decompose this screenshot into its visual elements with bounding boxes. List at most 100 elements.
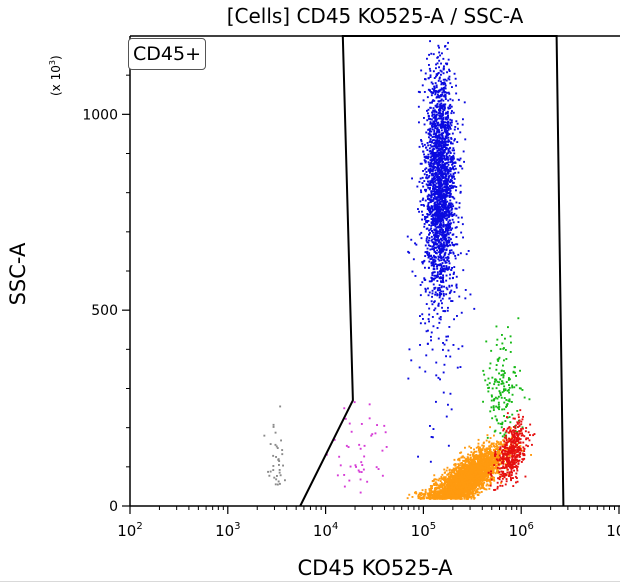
data-point — [445, 274, 448, 277]
data-point — [438, 143, 441, 146]
data-point — [438, 284, 441, 287]
data-point — [438, 289, 441, 292]
data-point — [439, 316, 442, 318]
data-point — [458, 464, 460, 467]
data-point — [455, 286, 458, 289]
data-point — [447, 176, 450, 179]
data-point — [431, 125, 434, 128]
data-point — [429, 69, 432, 72]
data-point — [487, 470, 490, 472]
data-point — [458, 471, 461, 474]
data-point — [425, 183, 428, 186]
data-point — [442, 189, 444, 192]
data-point — [424, 156, 427, 159]
data-point — [431, 136, 434, 138]
data-point — [459, 191, 462, 194]
data-point — [438, 46, 440, 49]
data-point — [434, 259, 437, 262]
data-point — [450, 211, 453, 214]
data-point — [504, 349, 507, 351]
data-point — [441, 302, 443, 305]
data-point — [452, 205, 455, 208]
data-point — [432, 99, 435, 102]
data-point — [442, 248, 445, 251]
data-point — [504, 388, 507, 391]
data-point — [435, 134, 437, 137]
data-point — [456, 158, 459, 161]
data-point — [432, 495, 435, 498]
data-point — [447, 221, 450, 223]
data-point — [434, 263, 437, 265]
data-point — [454, 482, 457, 485]
data-point — [440, 137, 443, 140]
data-point — [498, 356, 501, 359]
data-point — [437, 44, 440, 47]
data-point — [458, 202, 461, 205]
data-point — [436, 145, 438, 148]
data-point — [447, 244, 450, 247]
data-point — [452, 156, 455, 159]
data-point — [445, 206, 447, 209]
data-point — [438, 239, 441, 242]
data-point — [438, 208, 440, 211]
data-point — [448, 227, 451, 230]
data-point — [498, 372, 500, 375]
data-point — [445, 137, 448, 140]
data-point — [446, 48, 449, 50]
data-point — [443, 471, 446, 474]
data-point — [443, 270, 446, 273]
data-point — [440, 264, 443, 266]
data-point — [488, 464, 491, 467]
data-point — [444, 486, 447, 489]
data-point — [420, 189, 422, 192]
data-point — [436, 265, 439, 268]
data-point — [469, 496, 472, 499]
data-point — [435, 189, 438, 192]
data-point — [504, 337, 506, 340]
data-point — [424, 288, 427, 291]
data-point — [414, 275, 417, 277]
data-point — [435, 151, 438, 154]
data-point — [432, 248, 435, 250]
data-point — [424, 188, 426, 191]
data-point — [445, 256, 447, 259]
data-point — [445, 128, 447, 131]
data-point — [419, 284, 422, 286]
data-point — [452, 155, 455, 157]
data-point — [449, 158, 452, 161]
data-point — [444, 234, 447, 237]
data-point — [422, 145, 424, 148]
data-point — [437, 152, 440, 155]
data-point — [450, 119, 453, 122]
data-point — [490, 445, 493, 448]
data-point — [459, 165, 462, 168]
data-point — [423, 91, 426, 93]
data-point — [448, 297, 451, 300]
data-point — [430, 487, 433, 489]
data-point — [438, 209, 441, 212]
data-point — [475, 446, 478, 449]
data-point — [509, 421, 512, 424]
data-point — [439, 123, 442, 126]
data-point — [430, 230, 433, 232]
data-point — [455, 470, 458, 473]
data-point — [489, 481, 492, 484]
data-point — [439, 273, 441, 276]
data-point — [439, 187, 441, 189]
data-point — [432, 174, 435, 177]
data-point — [429, 171, 431, 174]
data-point — [479, 487, 482, 490]
data-point — [445, 158, 448, 161]
data-point — [443, 468, 446, 471]
data-point — [442, 199, 445, 202]
data-point — [418, 210, 420, 213]
data-point — [445, 286, 448, 289]
data-point — [450, 213, 453, 216]
data-point — [448, 133, 451, 135]
data-point — [453, 165, 456, 168]
data-point — [439, 106, 441, 108]
data-point — [445, 241, 448, 244]
data-point — [432, 254, 435, 257]
data-point — [449, 204, 452, 207]
data-point — [447, 349, 450, 352]
